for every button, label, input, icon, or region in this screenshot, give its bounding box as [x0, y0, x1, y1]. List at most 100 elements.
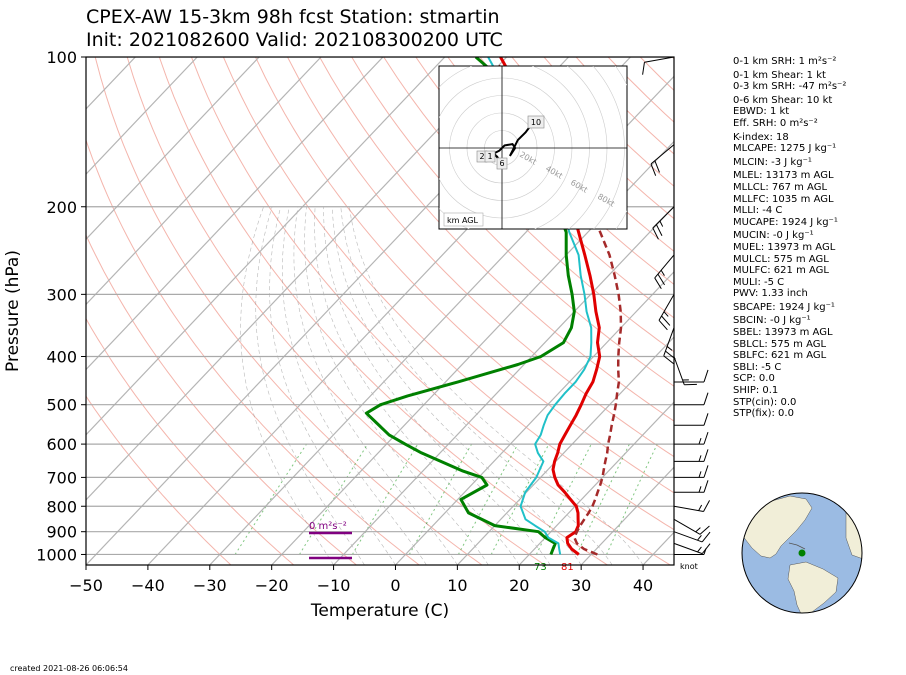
mixing-ratio-line [606, 443, 658, 555]
wind-barb [663, 327, 676, 365]
x-tick-label: −10 [317, 576, 351, 595]
parameter-item: 0-6 km Shear: 10 kt [733, 94, 833, 106]
dry-adiabat [222, 57, 674, 531]
wind-barb [674, 369, 709, 383]
parameter-item: MLLI: -4 C [733, 205, 783, 217]
srh-label: 0 m²s⁻² [309, 521, 347, 532]
wind-barb [673, 518, 710, 535]
y-tick-label: 800 [46, 497, 77, 516]
mixing-ratio-line [490, 443, 550, 555]
y-tick-label: 200 [46, 198, 77, 217]
parameter-item: MULI: -5 C [733, 276, 785, 288]
isotherm [580, 466, 674, 565]
parameter-item: STP(cin): 0.0 [733, 396, 797, 408]
dry-adiabat [126, 57, 545, 565]
surface-temperature-label: 81 [561, 562, 574, 573]
isotherm [86, 57, 198, 175]
dry-adiabat [415, 57, 674, 319]
moist-adiabat [314, 206, 520, 565]
x-tick-label: 0 [390, 576, 400, 595]
parameter-item: MULCL: 575 m AGL [733, 253, 829, 265]
wind-barb [674, 413, 709, 426]
mixing-ratio-line [457, 443, 519, 555]
wind-barb [673, 356, 697, 386]
y-tick-label: 1000 [36, 545, 77, 564]
x-tick-label: 20 [509, 576, 529, 595]
parameter-item: SCP: 0.0 [733, 373, 775, 385]
dry-adiabat [86, 317, 295, 565]
wind-barbs [642, 56, 711, 555]
wind-barb [654, 254, 675, 289]
footer-created: created 2021-08-26 06:06:54 [10, 664, 128, 673]
dry-adiabat [447, 57, 674, 285]
parameter-item: 0-1 km Shear: 1 kt [733, 69, 826, 81]
y-axis-label: Pressure (hPa) [3, 250, 23, 372]
svg-text:1: 1 [487, 152, 492, 161]
dry-adiabat [86, 395, 232, 565]
wind-barb [642, 56, 675, 75]
y-axis-ticks: 100 200 300 400 500 600 700 800 900 1000 [36, 48, 86, 564]
dry-adiabat [383, 57, 674, 353]
isotherm [456, 336, 674, 565]
isotherm [86, 57, 384, 371]
y-tick-label: 600 [46, 435, 77, 454]
parameter-item: Eff. SRH: 0 m²s⁻² [733, 117, 818, 129]
isotherm [86, 57, 260, 241]
mixing-ratio-line [576, 443, 630, 555]
chart-title-line1: CPEX-AW 15-3km 98h fcst Station: stmarti… [86, 6, 500, 28]
moist-adiabat [323, 206, 551, 565]
wind-barb [658, 294, 675, 331]
parameter-item: MUEL: 13973 m AGL [733, 241, 836, 253]
wind-barb [674, 480, 709, 493]
moist-adiabat [349, 206, 644, 565]
south-america-land [787, 561, 839, 613]
y-tick-label: 100 [46, 48, 77, 67]
wind-barb [673, 542, 711, 555]
parameter-item: PWV: 1.33 inch [733, 288, 808, 300]
x-tick-label: 30 [571, 576, 591, 595]
dry-adiabat [86, 233, 357, 565]
wind-barb [652, 206, 675, 240]
north-america-land [742, 495, 813, 559]
parameter-item: SHIP: 0.1 [733, 385, 779, 397]
parcel-profile-line [497, 64, 623, 556]
isotherm [86, 57, 446, 436]
parameter-item: 0-3 km SRH: -47 m²s⁻² [733, 81, 847, 93]
parameter-item: SBEL: 13973 m AGL [733, 327, 833, 339]
dry-adiabat [351, 57, 674, 387]
hodograph-inset: 20kt 40kt 60kt 80kt 2 1 6 10 km AGL [438, 65, 628, 230]
x-tick-label: −20 [255, 576, 289, 595]
moist-adiabat [304, 206, 489, 565]
parameter-item: MLCAPE: 1275 J kg⁻¹ [733, 143, 837, 155]
parameter-item: SBLFC: 621 m AGL [733, 350, 827, 362]
wind-barb [674, 431, 709, 445]
isotherm [395, 270, 674, 565]
svg-text:2: 2 [479, 152, 484, 161]
wind-barb [673, 531, 711, 543]
y-tick-label: 900 [46, 523, 77, 542]
x-tick-label: 10 [447, 576, 467, 595]
dry-adiabat [865, 57, 906, 565]
isotherm [86, 57, 322, 306]
hodo-legend: km AGL [443, 212, 484, 227]
parameter-item: K-index: 18 [733, 131, 789, 143]
moist-adiabat [269, 206, 396, 565]
y-tick-label: 700 [46, 468, 77, 487]
moist-adiabat [240, 206, 334, 565]
wind-barb [674, 465, 709, 478]
y-tick-label: 500 [46, 396, 77, 415]
svg-text:6: 6 [499, 159, 504, 168]
station-marker [798, 549, 806, 557]
x-axis-label: Temperature (C) [310, 601, 449, 621]
surface-dewpoint-label: 73 [534, 562, 547, 573]
mixing-ratio-line [234, 443, 307, 555]
isotherm [86, 57, 508, 501]
globe-locator [741, 492, 863, 614]
dry-adiabat [255, 57, 674, 494]
wind-units-label: knot [680, 562, 698, 571]
parameter-item: MLLCL: 767 m AGL [733, 181, 828, 193]
x-tick-label: −40 [131, 576, 165, 595]
wind-barb [673, 500, 711, 512]
wind-barb [674, 449, 709, 462]
svg-text:10: 10 [531, 118, 541, 127]
